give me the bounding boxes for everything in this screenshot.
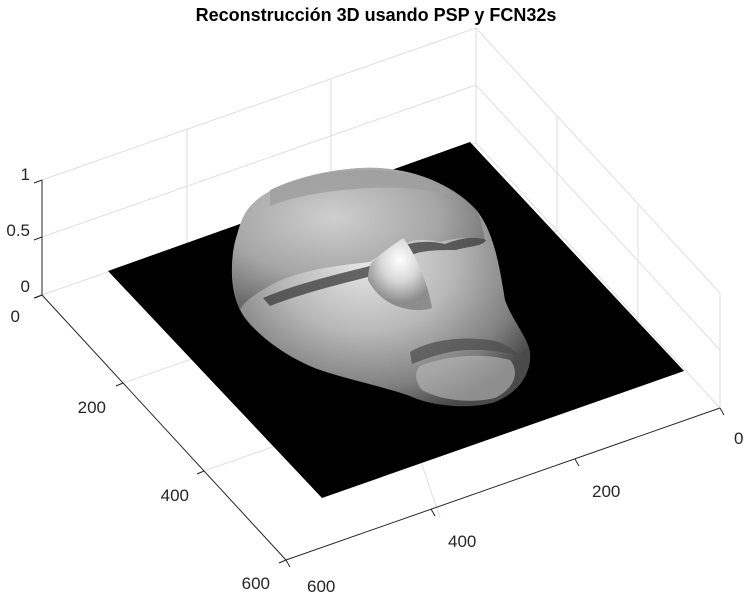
y-axis-line bbox=[285, 407, 721, 561]
y-tick-mark bbox=[719, 407, 725, 416]
x-tick-label: 400 bbox=[161, 486, 189, 505]
x-tick-label: 600 bbox=[242, 574, 270, 593]
z-tick-label: 1 bbox=[21, 165, 30, 184]
chin bbox=[416, 355, 515, 401]
x-axis-line bbox=[41, 294, 287, 561]
grid-line bbox=[475, 84, 721, 351]
grid-line bbox=[41, 27, 477, 181]
x-tick-labels: 0 200 400 600 bbox=[11, 307, 270, 593]
x-tick-label: 0 bbox=[11, 307, 20, 326]
grid-line bbox=[475, 27, 721, 294]
head-crest bbox=[270, 169, 455, 206]
z-tick-mark bbox=[33, 236, 43, 241]
chart-title: Reconstrucción 3D usando PSP y FCN32s bbox=[196, 5, 557, 25]
grid-line bbox=[41, 84, 477, 238]
y-tick-labels: 600 400 200 0 bbox=[307, 429, 743, 596]
y-tick-label: 600 bbox=[307, 577, 335, 596]
y-tick-mark bbox=[574, 458, 580, 467]
z-tick-label: 0.5 bbox=[6, 221, 30, 240]
y-tick-label: 400 bbox=[448, 532, 476, 551]
axes bbox=[33, 179, 725, 568]
grid-line bbox=[475, 142, 721, 409]
x-tick-mark bbox=[34, 294, 43, 299]
z-tick-labels: 1 0.5 0 bbox=[6, 165, 30, 296]
nose bbox=[368, 238, 432, 311]
x-tick-mark bbox=[115, 382, 124, 387]
y-tick-label: 200 bbox=[592, 482, 620, 501]
y-tick-label: 0 bbox=[734, 429, 743, 448]
x-tick-label: 200 bbox=[78, 398, 106, 417]
y-tick-mark bbox=[430, 508, 436, 517]
y-tick-mark bbox=[285, 559, 291, 568]
x-tick-mark bbox=[196, 470, 205, 475]
z-tick-mark bbox=[33, 179, 43, 184]
forehead bbox=[232, 167, 485, 310]
z-tick-label: 0 bbox=[21, 277, 30, 296]
x-tick-mark bbox=[278, 559, 287, 564]
face-surface bbox=[231, 167, 531, 407]
mouth-shadow bbox=[410, 338, 518, 364]
